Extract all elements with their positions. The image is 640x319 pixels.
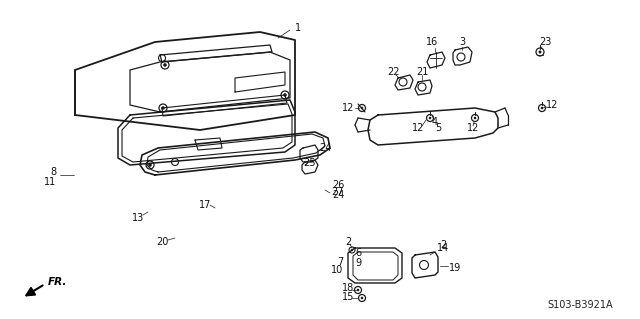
Circle shape	[538, 50, 541, 54]
Text: 24: 24	[319, 143, 331, 153]
Text: 17: 17	[199, 200, 211, 210]
Text: 25: 25	[304, 158, 316, 168]
Circle shape	[361, 297, 364, 299]
Circle shape	[429, 117, 431, 119]
Circle shape	[283, 93, 287, 97]
Circle shape	[161, 106, 165, 110]
Text: 9: 9	[355, 258, 361, 268]
Text: 20: 20	[156, 237, 168, 247]
Text: 10: 10	[331, 265, 343, 275]
Circle shape	[361, 107, 364, 109]
Text: 13: 13	[132, 213, 144, 223]
Circle shape	[163, 63, 167, 67]
Text: 5: 5	[435, 123, 441, 133]
Text: 11: 11	[44, 177, 56, 187]
Text: 7: 7	[337, 257, 343, 267]
Text: 8: 8	[50, 167, 56, 177]
Text: 3: 3	[459, 37, 465, 47]
Text: S103-B3921A: S103-B3921A	[547, 300, 613, 310]
Text: 19: 19	[449, 263, 461, 273]
Text: 26: 26	[332, 180, 344, 190]
Circle shape	[541, 107, 543, 109]
Text: 14: 14	[437, 243, 449, 253]
Text: 24: 24	[332, 190, 344, 200]
Text: 22: 22	[387, 67, 399, 77]
Text: 12: 12	[412, 123, 424, 133]
Text: 21: 21	[416, 67, 428, 77]
Circle shape	[474, 117, 476, 119]
Text: 2: 2	[440, 240, 446, 250]
Text: 6: 6	[355, 248, 361, 258]
Text: 12: 12	[342, 103, 354, 113]
Text: 12: 12	[467, 123, 479, 133]
Text: 2: 2	[345, 237, 351, 247]
Text: 12: 12	[546, 100, 558, 110]
Text: 1: 1	[295, 23, 301, 33]
Text: 16: 16	[426, 37, 438, 47]
Circle shape	[148, 163, 152, 167]
Text: FR.: FR.	[48, 277, 67, 287]
Text: 18: 18	[342, 283, 354, 293]
Text: 23: 23	[539, 37, 551, 47]
Circle shape	[351, 249, 353, 251]
Text: 15: 15	[342, 292, 354, 302]
Text: 4: 4	[432, 117, 438, 127]
Circle shape	[356, 289, 359, 291]
Text: 27: 27	[332, 187, 344, 197]
